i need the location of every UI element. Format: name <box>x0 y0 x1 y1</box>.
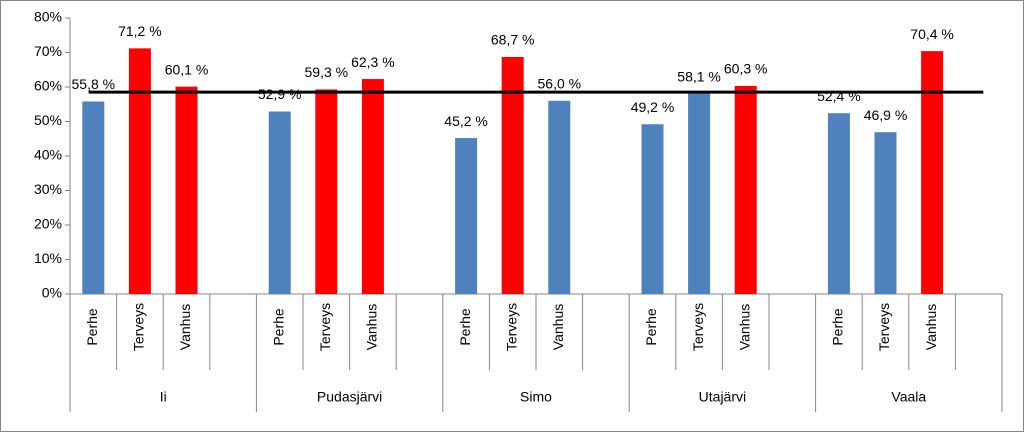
bar <box>128 48 151 294</box>
x-tick-label: Vanhus <box>177 304 193 350</box>
bar <box>548 100 571 294</box>
bar <box>315 89 338 294</box>
group-label: Vaala <box>891 389 926 405</box>
y-tick-label: 50% <box>34 112 62 128</box>
y-tick-label: 20% <box>34 216 62 232</box>
x-tick-label: Perhe <box>830 308 846 346</box>
data-label: 71,2 % <box>118 23 162 39</box>
bar <box>874 132 897 294</box>
data-label: 52,9 % <box>258 86 302 102</box>
bar <box>827 113 850 294</box>
x-tick-label: Vanhus <box>736 304 752 350</box>
x-tick-label: Terveys <box>131 303 147 351</box>
x-tick-label: Perhe <box>270 308 286 346</box>
y-tick-label: 60% <box>34 78 62 94</box>
group-label: Simo <box>520 389 552 405</box>
bar <box>268 111 291 295</box>
y-tick-label: 0% <box>42 285 62 301</box>
data-label: 60,3 % <box>724 61 768 77</box>
data-label: 62,3 % <box>351 54 395 70</box>
bar <box>361 79 384 294</box>
x-tick-label: Terveys <box>503 303 519 351</box>
bar <box>688 93 711 295</box>
data-label: 52,4 % <box>817 88 861 104</box>
x-tick-label: Perhe <box>84 308 100 346</box>
x-tick-label: Vanhus <box>923 304 939 350</box>
data-label: 49,2 % <box>631 99 675 115</box>
y-tick-label: 40% <box>34 147 62 163</box>
bar <box>501 56 524 294</box>
data-label: 58,1 % <box>677 68 721 84</box>
data-label: 70,4 % <box>910 26 954 42</box>
y-tick-label: 30% <box>34 181 62 197</box>
x-tick-label: Perhe <box>643 308 659 346</box>
data-label: 56,0 % <box>538 76 582 92</box>
x-tick-label: Terveys <box>876 303 892 351</box>
x-tick-label: Vanhus <box>364 304 380 350</box>
data-label: 46,9 % <box>864 107 908 123</box>
bar <box>175 86 198 294</box>
y-tick-label: 80% <box>34 9 62 25</box>
x-tick-label: Terveys <box>690 303 706 351</box>
group-label: Pudasjärvi <box>317 389 382 405</box>
data-label: 45,2 % <box>444 113 488 129</box>
data-label: 68,7 % <box>491 32 535 48</box>
bar <box>734 85 757 294</box>
y-tick-label: 70% <box>34 43 62 59</box>
group-label: Ii <box>160 389 167 405</box>
y-tick-label: 10% <box>34 250 62 266</box>
bar <box>82 101 105 295</box>
x-tick-label: Vanhus <box>550 304 566 350</box>
bar <box>641 124 664 294</box>
x-tick-label: Terveys <box>317 303 333 351</box>
data-label: 55,8 % <box>72 76 116 92</box>
data-label: 60,1 % <box>165 61 209 77</box>
group-label: Utajärvi <box>699 389 746 405</box>
data-label: 59,3 % <box>305 64 349 80</box>
bar <box>455 138 478 294</box>
x-tick-label: Perhe <box>457 308 473 346</box>
bar <box>921 51 944 295</box>
